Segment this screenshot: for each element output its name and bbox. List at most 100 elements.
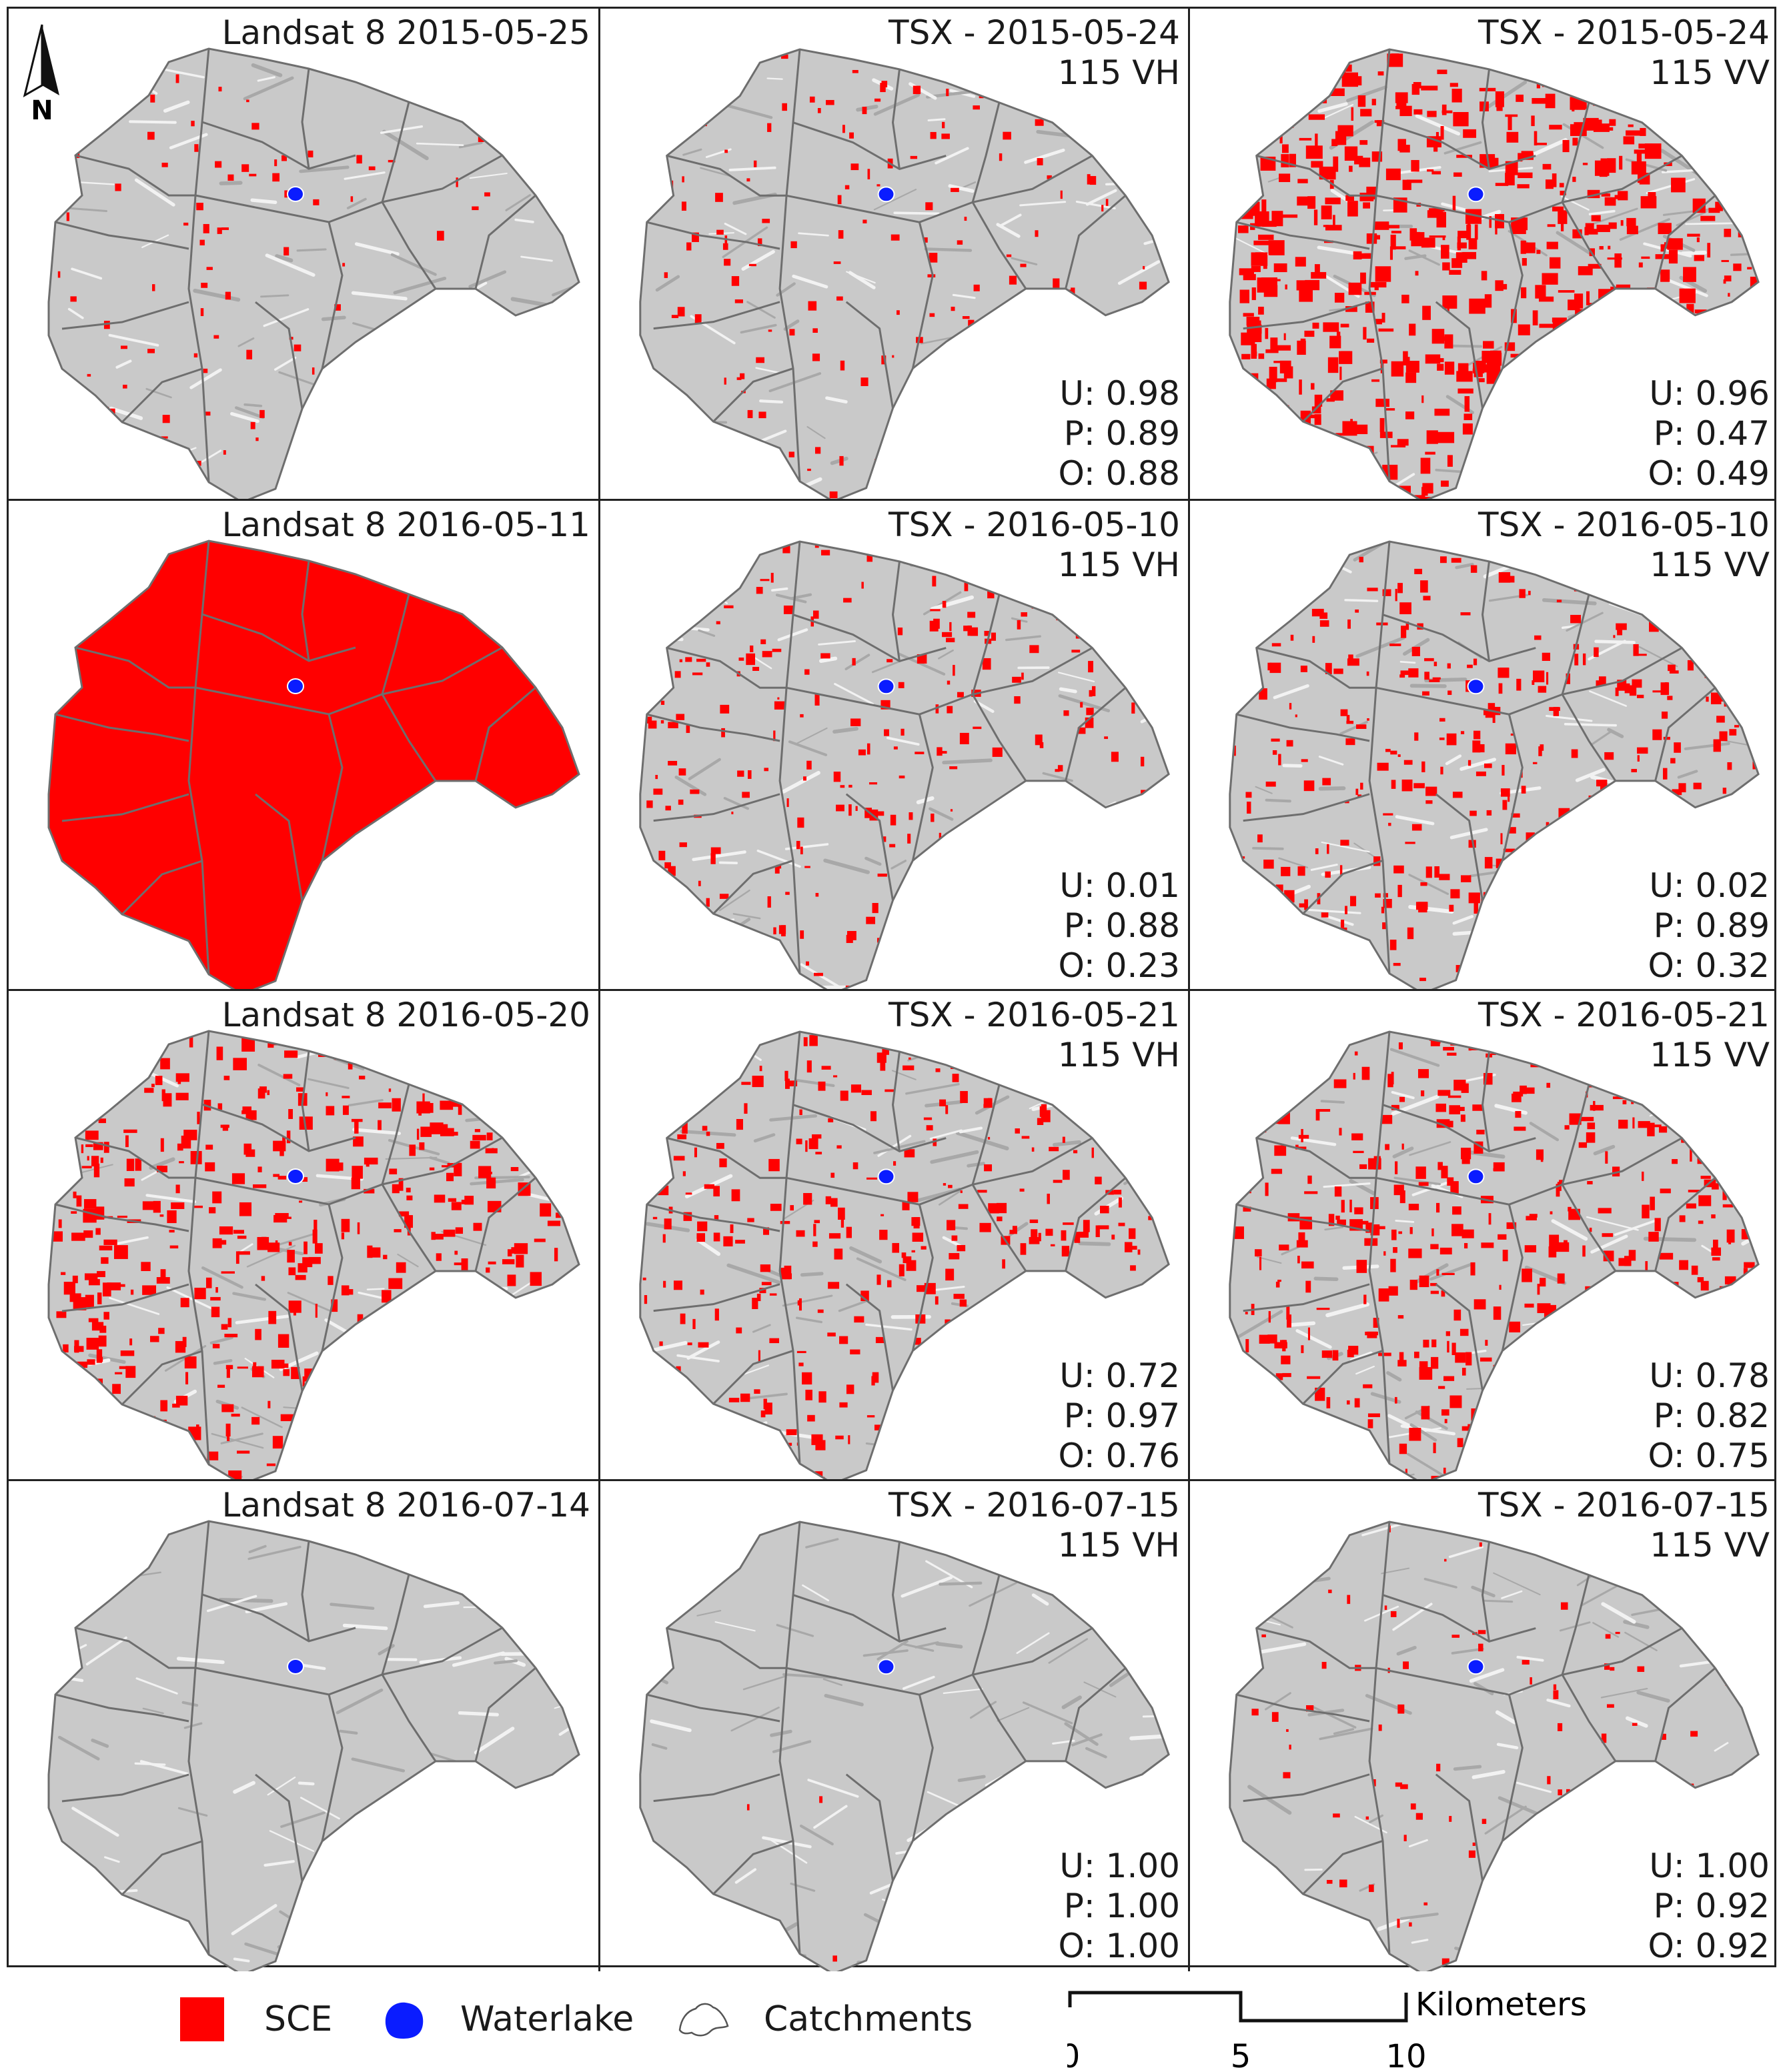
terrain-area (1229, 1032, 1759, 1481)
accuracy-metrics: U: 1.00 P: 0.92 O: 0.92 (1648, 1846, 1770, 1966)
hillshade-map (1229, 1030, 1760, 1481)
panel-title: TSX - 2015-05-24 115 VH (888, 13, 1180, 93)
panel-title: TSX - 2016-05-10 115 VV (1478, 505, 1770, 585)
panel-title-polarization: 115 VV (1650, 53, 1770, 92)
panel-title: TSX - 2015-05-24 115 VV (1478, 13, 1770, 93)
accuracy-metrics: U: 0.96 P: 0.47 O: 0.49 (1648, 373, 1770, 493)
terrain-area (1229, 1522, 1759, 1971)
legend-sce-label: SCE (264, 1999, 333, 2039)
row-2: Landsat 8 2016-05-11 TSX - 2016-05-10 115… (9, 499, 1774, 991)
legend-catchments-label: Catchments (764, 1999, 973, 2039)
metric-u: U: 0.98 (1059, 374, 1180, 413)
panel-tsx-2016-05-21-vh: TSX - 2016-05-21 115 VH U: 0.72 P: 0.97 O: 0… (598, 991, 1188, 1481)
panel-title-polarization: 115 VV (1650, 546, 1770, 584)
waterlake-marker (287, 186, 304, 202)
panel-landsat-2015-05-25: N Landsat 8 2015-05-25 (9, 9, 598, 499)
figure-grid: N Landsat 8 2015-05-25 TSX - 2015-05-24 1… (7, 7, 1776, 1971)
panel-title-date: TSX - 2016-05-10 (1478, 505, 1770, 544)
catchment-boundaries (1229, 48, 1760, 499)
metric-o: O: 0.76 (1058, 1436, 1180, 1475)
metric-u: U: 0.96 (1649, 374, 1770, 413)
legend: SCE Waterlake Catchments 0 5 10 Kilomete… (0, 1967, 1783, 2072)
panel-title: Landsat 8 2016-07-14 (222, 1485, 590, 1525)
legend-waterlake: Waterlake (380, 1994, 634, 2043)
terrain-area (640, 542, 1169, 991)
panel-title-date: TSX - 2015-05-24 (1478, 13, 1770, 52)
panel-tsx-2015-05-24-vv: TSX - 2015-05-24 115 VV U: 0.96 P: 0.47 O: 0… (1188, 9, 1778, 499)
metric-o: O: 0.23 (1058, 946, 1180, 985)
metric-p: P: 1.00 (1063, 1887, 1180, 1925)
panel-title: TSX - 2016-05-21 115 VH (888, 995, 1180, 1075)
panel-landsat-2016-05-11: Landsat 8 2016-05-11 (9, 501, 598, 991)
hillshade-map (47, 1030, 580, 1481)
metric-u: U: 0.78 (1649, 1356, 1770, 1395)
waterlake-marker (1467, 186, 1485, 203)
panel-landsat-2016-05-20: Landsat 8 2016-05-20 (9, 991, 598, 1481)
panel-title: Landsat 8 2016-05-20 (222, 995, 590, 1035)
catchment-outline-icon (678, 2003, 729, 2037)
scale-bar: 0 5 10 Kilometers (1067, 1986, 1587, 2072)
panel-title: Landsat 8 2015-05-25 (222, 13, 590, 53)
metric-u: U: 0.72 (1059, 1356, 1180, 1395)
panel-title-date: Landsat 8 2016-05-20 (221, 996, 590, 1034)
metric-u: U: 1.00 (1649, 1847, 1770, 1885)
metric-o: O: 0.92 (1648, 1927, 1770, 1965)
waterlake-marker (1467, 678, 1485, 695)
waterlake-marker (1467, 1659, 1485, 1675)
scale-tick-10: 10 (1385, 2038, 1426, 2072)
panel-title-date: Landsat 8 2015-05-25 (221, 13, 590, 52)
metric-p: P: 0.88 (1063, 906, 1180, 945)
hillshade-map (639, 540, 1170, 991)
north-arrow-icon: N (23, 24, 59, 122)
metric-u: U: 0.01 (1059, 866, 1180, 905)
panel-title-polarization: 115 VH (1057, 546, 1180, 584)
catchment-boundaries (47, 1520, 580, 1971)
row-1: N Landsat 8 2015-05-25 TSX - 2015-05-24 1… (9, 9, 1774, 499)
hillshade-map (47, 1520, 580, 1971)
row-3: Landsat 8 2016-05-20 TSX - 2016-05-21 115… (9, 989, 1774, 1481)
accuracy-metrics: U: 0.72 P: 0.97 O: 0.76 (1058, 1356, 1180, 1476)
hillshade-map (639, 48, 1170, 499)
waterlake-marker (1467, 1168, 1485, 1185)
hillshade-map (1229, 48, 1760, 499)
row-4: Landsat 8 2016-07-14 TSX - 2016-07-15 115… (9, 1479, 1774, 1971)
north-label: N (31, 95, 53, 122)
waterlake-marker (877, 186, 895, 203)
accuracy-metrics: U: 0.98 P: 0.89 O: 0.88 (1058, 373, 1180, 493)
panel-tsx-2016-05-10-vv: TSX - 2016-05-10 115 VV U: 0.02 P: 0.89 O: 0… (1188, 501, 1778, 991)
waterlake-marker (877, 1168, 895, 1185)
panel-title-date: Landsat 8 2016-07-14 (221, 1486, 590, 1524)
panel-tsx-2016-07-15-vv: TSX - 2016-07-15 115 VV U: 1.00 P: 0.92 O: 0… (1188, 1481, 1778, 1971)
sce-swatch-icon (180, 1997, 224, 2041)
accuracy-metrics: U: 0.02 P: 0.89 O: 0.32 (1648, 866, 1770, 986)
hillshade-map (47, 47, 580, 499)
metric-p: P: 0.92 (1653, 1887, 1770, 1925)
catchment-boundaries (47, 540, 580, 991)
panel-landsat-2016-07-14: Landsat 8 2016-07-14 (9, 1481, 598, 1971)
catchment-boundaries (1229, 540, 1760, 991)
waterlake-marker (287, 678, 304, 694)
panel-title-date: TSX - 2016-07-15 (888, 1486, 1180, 1524)
metric-p: P: 0.97 (1063, 1396, 1180, 1435)
terrain-area (49, 1031, 579, 1481)
hillshade-map (47, 540, 580, 991)
metric-p: P: 0.89 (1653, 906, 1770, 945)
panel-title-date: TSX - 2016-05-21 (888, 996, 1180, 1034)
metric-o: O: 1.00 (1058, 1927, 1180, 1965)
panel-title-polarization: 115 VH (1057, 1526, 1180, 1565)
panel-title: TSX - 2016-05-21 115 VV (1478, 995, 1770, 1075)
panel-title-polarization: 115 VH (1057, 53, 1180, 92)
panel-tsx-2016-05-10-vh: TSX - 2016-05-10 115 VH U: 0.01 P: 0.88 O: 0… (598, 501, 1188, 991)
panel-title-date: Landsat 8 2016-05-11 (221, 505, 590, 544)
sce-coverage (49, 541, 579, 991)
metric-p: P: 0.47 (1653, 414, 1770, 453)
catchment-boundaries (1229, 1030, 1760, 1481)
scale-tick-0: 0 (1067, 2038, 1080, 2072)
catchment-boundaries (47, 1030, 580, 1481)
catchment-boundaries (1229, 1520, 1760, 1971)
accuracy-metrics: U: 1.00 P: 1.00 O: 1.00 (1058, 1846, 1180, 1966)
panel-title-date: TSX - 2016-05-10 (888, 505, 1180, 544)
terrain-area (640, 49, 1169, 499)
catchment-boundaries (639, 1030, 1170, 1481)
panel-title: TSX - 2016-05-10 115 VH (888, 505, 1180, 585)
